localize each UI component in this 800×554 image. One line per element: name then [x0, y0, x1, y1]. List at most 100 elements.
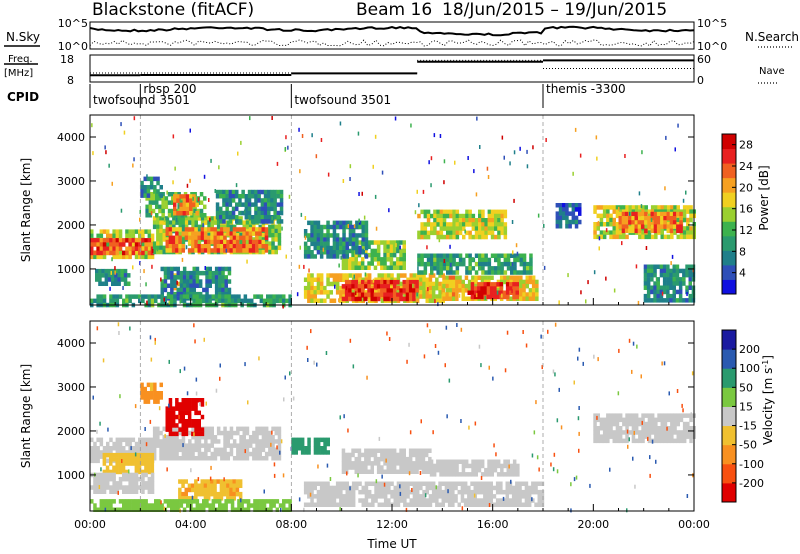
power-ytick-label-3: 4000	[57, 131, 85, 144]
power-echo-region-13	[341, 279, 419, 302]
velocity-ytick-label-0: 1000	[57, 469, 85, 482]
velocity-colorbar-label-0: 200	[739, 343, 760, 356]
velocity-colorbar-swatch-1	[722, 463, 736, 484]
time-tick-label-5: 20:00	[577, 518, 609, 531]
velocity-colorbar-swatch-6	[722, 368, 736, 388]
power-colorbar-label-1: 8	[739, 245, 746, 258]
noise-search-series	[89, 39, 695, 47]
velocity-colorbar-label-2: 50	[739, 381, 753, 394]
velocity-echo-region-5	[291, 437, 330, 455]
power-colorbar-label-3: 16	[739, 203, 753, 216]
velocity-x-axis: 00:00 04:00 08:00 12:00 16:00 20:00 00:00	[74, 504, 710, 531]
power-colorbar-label-5: 24	[739, 160, 753, 173]
velocity-colorbar-swatch-2	[722, 444, 736, 465]
cpid-segment-label-2: twofsound 3501	[294, 93, 391, 107]
velocity-ytick-label-1: 2000	[57, 425, 85, 438]
power-colorbar-swatch-0	[722, 279, 736, 295]
noise-left-tick-bottom: 10^0	[58, 40, 88, 53]
velocity-echo-region-10	[178, 479, 243, 501]
velocity-panel: 1000 2000 3000 4000 00:00 04:00 08:00 12:00 16:…	[19, 320, 776, 551]
power-echo-region-1	[90, 238, 155, 256]
time-tick-label-4: 16:00	[477, 518, 509, 531]
date-range: 18/Jun/2015 – 19/Jun/2015	[442, 0, 667, 20]
velocity-echo-region-11	[90, 499, 292, 512]
power-colorbar-swatch-8	[722, 163, 736, 179]
velocity-colorbar-label-3: 15	[739, 400, 753, 413]
power-ytick-label-0: 1000	[57, 263, 85, 276]
velocity-colorbar-swatch-0	[722, 482, 736, 503]
power-colorbar: 4 8 12 16 20 24 28	[721, 133, 753, 295]
noise-right-tick-top: 10^5	[697, 17, 727, 30]
power-cpid-boundaries	[139, 115, 544, 305]
power-echo-region-17	[341, 240, 406, 270]
power-panel: 1000 2000 3000 4000 Slant Range [km] 4 8 12 16…	[19, 114, 771, 309]
velocity-heatmap	[90, 322, 696, 513]
power-ytick-label-2: 3000	[57, 175, 85, 188]
power-echo-region-6	[140, 176, 163, 198]
freq-label: Freq.	[8, 54, 33, 65]
power-ytick-label-1: 2000	[57, 219, 85, 232]
nave-label: Nave	[759, 66, 785, 77]
power-colorbar-label-6: 28	[739, 139, 753, 152]
velocity-echo-region-8	[429, 459, 520, 477]
velocity-colorbar-frame	[721, 329, 737, 503]
noise-left-tick-top: 10^5	[58, 17, 88, 30]
power-colorbar-swatch-6	[722, 192, 736, 208]
beam-label: Beam 16	[356, 0, 432, 20]
power-colorbar-label-0: 4	[739, 267, 746, 280]
power-colorbar-swatch-2	[722, 250, 736, 266]
power-y-axis: 1000 2000 3000 4000	[57, 131, 694, 276]
nsearch-label: N.Search	[745, 30, 799, 44]
freq-unit: [MHz]	[4, 68, 33, 79]
noise-sky-series	[89, 25, 695, 37]
power-colorbar-swatch-1	[722, 264, 736, 280]
velocity-colorbar-swatch-3	[722, 425, 736, 446]
velocity-colorbar-label-6: -100	[739, 458, 764, 471]
velocity-echo-region-2	[165, 398, 205, 437]
velocity-echo-region-7	[341, 448, 432, 474]
velocity-echo-region-4	[102, 452, 155, 475]
power-colorbar-swatch-4	[722, 221, 736, 237]
velocity-colorbar-swatch-5	[722, 387, 736, 407]
velocity-colorbar-swatch-8	[722, 330, 736, 350]
power-colorbar-swatch-7	[722, 177, 736, 193]
velocity-echo-region-3	[140, 382, 163, 404]
power-echo-region-18	[417, 209, 508, 240]
freq-tick-top: 18	[60, 53, 74, 66]
time-tick-label-1: 04:00	[175, 518, 207, 531]
velocity-ytick-label-2: 3000	[57, 381, 85, 394]
time-axis-label: Time UT	[366, 537, 417, 551]
velocity-echo-region-1	[152, 426, 282, 461]
velocity-colorbar-label: Velocity [m s-1]	[761, 355, 776, 445]
velocity-y-axis: 1000 2000 3000 4000	[57, 337, 694, 482]
velocity-cpid-boundaries	[139, 321, 544, 511]
power-echo-region-23	[643, 264, 696, 303]
cpid-label: CPID	[7, 90, 39, 104]
power-colorbar-swatch-3	[722, 235, 736, 251]
velocity-colorbar-swatch-7	[722, 349, 736, 369]
cpid-segment-label-3: themis -3300	[546, 82, 626, 96]
velocity-echo-region-6	[303, 481, 545, 507]
power-echo-region-16	[417, 253, 533, 275]
power-echo-region-5	[173, 194, 199, 216]
time-tick-label-6: 00:00	[678, 518, 710, 531]
power-echo-region-3	[165, 227, 269, 253]
velocity-echo-region-9	[593, 413, 696, 444]
velocity-echo-region-12	[90, 472, 155, 494]
velocity-echo-region-0	[90, 437, 155, 464]
power-colorbar-swatch-5	[722, 206, 736, 222]
noise-right-tick-bottom: 10^0	[697, 40, 727, 53]
power-colorbar-label-4: 20	[739, 181, 753, 194]
nave-tick-bottom: 0	[697, 74, 704, 87]
power-colorbar-swatch-10	[722, 134, 736, 150]
power-colorbar-label-2: 12	[739, 224, 753, 237]
velocity-colorbar: 200 100 50 15 -15 -50 -100 -200	[721, 329, 764, 503]
power-echo-region-8	[95, 268, 131, 286]
velocity-colorbar-label-4: -15	[739, 420, 757, 433]
cpid-segment-label-0: twofsound 3501	[93, 93, 190, 107]
nave-series	[90, 59, 694, 74]
cpid-segment-label-1: rbsp 200	[143, 82, 196, 96]
velocity-colorbar-label-7: -200	[739, 477, 764, 490]
power-speckle	[91, 116, 695, 309]
